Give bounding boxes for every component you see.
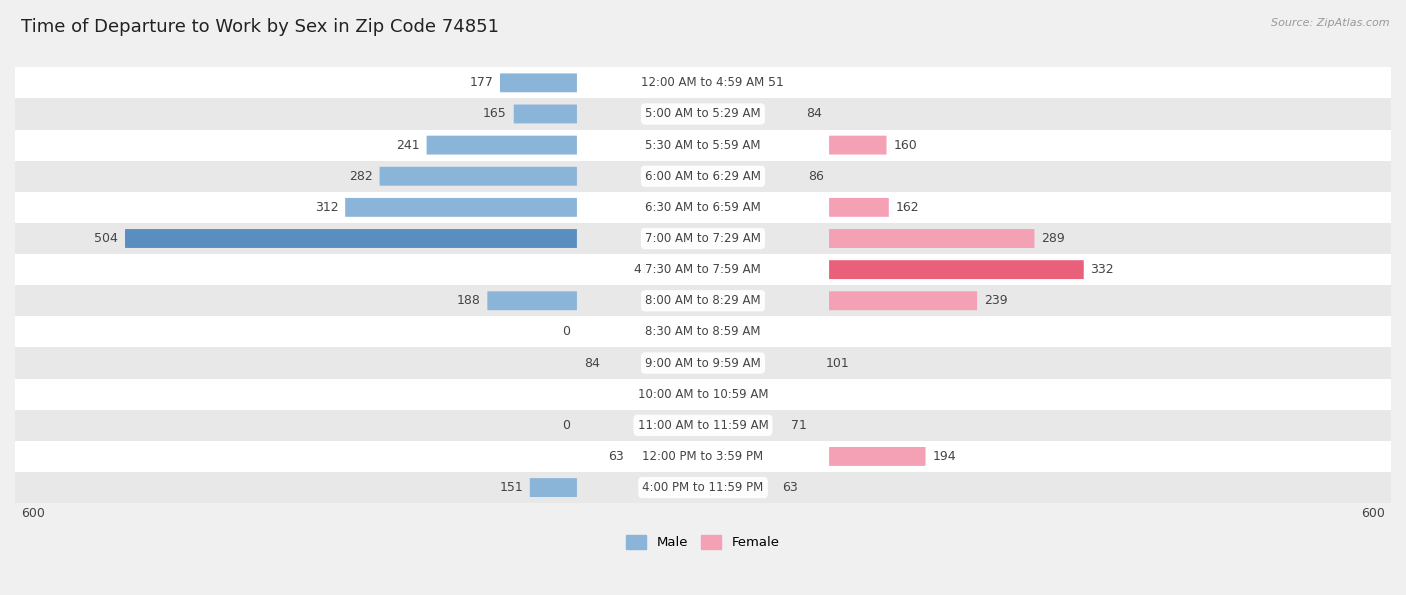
Text: 8:00 AM to 8:29 AM: 8:00 AM to 8:29 AM [645, 295, 761, 307]
Text: 282: 282 [349, 170, 373, 183]
Text: 23: 23 [737, 325, 752, 339]
FancyBboxPatch shape [830, 292, 977, 310]
Text: 71: 71 [792, 419, 807, 432]
FancyBboxPatch shape [830, 136, 887, 155]
FancyBboxPatch shape [15, 441, 1391, 472]
Text: 41: 41 [633, 263, 650, 276]
Text: 101: 101 [825, 356, 849, 369]
Text: 9:00 AM to 9:59 AM: 9:00 AM to 9:59 AM [645, 356, 761, 369]
FancyBboxPatch shape [15, 472, 1391, 503]
Text: 194: 194 [932, 450, 956, 463]
Text: 22: 22 [735, 388, 751, 400]
FancyBboxPatch shape [15, 317, 1391, 347]
Text: 151: 151 [499, 481, 523, 494]
FancyBboxPatch shape [15, 347, 1391, 378]
Text: 84: 84 [583, 356, 600, 369]
FancyBboxPatch shape [15, 285, 1391, 317]
Text: 63: 63 [609, 450, 624, 463]
FancyBboxPatch shape [830, 447, 925, 466]
Text: 239: 239 [984, 295, 1008, 307]
FancyBboxPatch shape [15, 378, 1391, 410]
FancyBboxPatch shape [15, 223, 1391, 254]
Text: 63: 63 [782, 481, 797, 494]
FancyBboxPatch shape [15, 67, 1391, 98]
Text: 600: 600 [1361, 507, 1385, 520]
FancyBboxPatch shape [15, 254, 1391, 285]
Text: 6:00 AM to 6:29 AM: 6:00 AM to 6:29 AM [645, 170, 761, 183]
FancyBboxPatch shape [15, 98, 1391, 130]
Text: 165: 165 [484, 108, 508, 120]
Text: 18: 18 [659, 388, 675, 400]
FancyBboxPatch shape [830, 260, 1084, 279]
FancyBboxPatch shape [380, 167, 576, 186]
Text: 4:00 PM to 11:59 PM: 4:00 PM to 11:59 PM [643, 481, 763, 494]
FancyBboxPatch shape [426, 136, 576, 155]
Text: 0: 0 [562, 419, 569, 432]
FancyBboxPatch shape [530, 478, 576, 497]
Text: 5:00 AM to 5:29 AM: 5:00 AM to 5:29 AM [645, 108, 761, 120]
Text: 162: 162 [896, 201, 920, 214]
Text: 11:00 AM to 11:59 AM: 11:00 AM to 11:59 AM [638, 419, 768, 432]
Text: 10:00 AM to 10:59 AM: 10:00 AM to 10:59 AM [638, 388, 768, 400]
Text: Time of Departure to Work by Sex in Zip Code 74851: Time of Departure to Work by Sex in Zip … [21, 18, 499, 36]
Text: 12:00 PM to 3:59 PM: 12:00 PM to 3:59 PM [643, 450, 763, 463]
Text: 84: 84 [806, 108, 823, 120]
FancyBboxPatch shape [501, 73, 576, 92]
Text: 160: 160 [893, 139, 917, 152]
FancyBboxPatch shape [15, 130, 1391, 161]
FancyBboxPatch shape [488, 292, 576, 310]
Text: 600: 600 [21, 507, 45, 520]
Text: 312: 312 [315, 201, 339, 214]
Text: 5:30 AM to 5:59 AM: 5:30 AM to 5:59 AM [645, 139, 761, 152]
Text: 51: 51 [768, 76, 785, 89]
FancyBboxPatch shape [15, 161, 1391, 192]
Text: 332: 332 [1091, 263, 1114, 276]
Text: 241: 241 [396, 139, 420, 152]
FancyBboxPatch shape [830, 198, 889, 217]
FancyBboxPatch shape [830, 229, 1035, 248]
Text: 504: 504 [94, 232, 118, 245]
Text: 12:00 AM to 4:59 AM: 12:00 AM to 4:59 AM [641, 76, 765, 89]
Text: 7:00 AM to 7:29 AM: 7:00 AM to 7:29 AM [645, 232, 761, 245]
Text: 6:30 AM to 6:59 AM: 6:30 AM to 6:59 AM [645, 201, 761, 214]
Text: 289: 289 [1042, 232, 1064, 245]
Text: 0: 0 [562, 325, 569, 339]
Text: 86: 86 [808, 170, 824, 183]
Text: 188: 188 [457, 295, 481, 307]
Text: 177: 177 [470, 76, 494, 89]
Text: 8:30 AM to 8:59 AM: 8:30 AM to 8:59 AM [645, 325, 761, 339]
FancyBboxPatch shape [15, 192, 1391, 223]
FancyBboxPatch shape [125, 229, 576, 248]
FancyBboxPatch shape [513, 105, 576, 123]
FancyBboxPatch shape [15, 410, 1391, 441]
Legend: Male, Female: Male, Female [621, 530, 785, 555]
Text: Source: ZipAtlas.com: Source: ZipAtlas.com [1271, 18, 1389, 28]
Text: 7:30 AM to 7:59 AM: 7:30 AM to 7:59 AM [645, 263, 761, 276]
FancyBboxPatch shape [346, 198, 576, 217]
